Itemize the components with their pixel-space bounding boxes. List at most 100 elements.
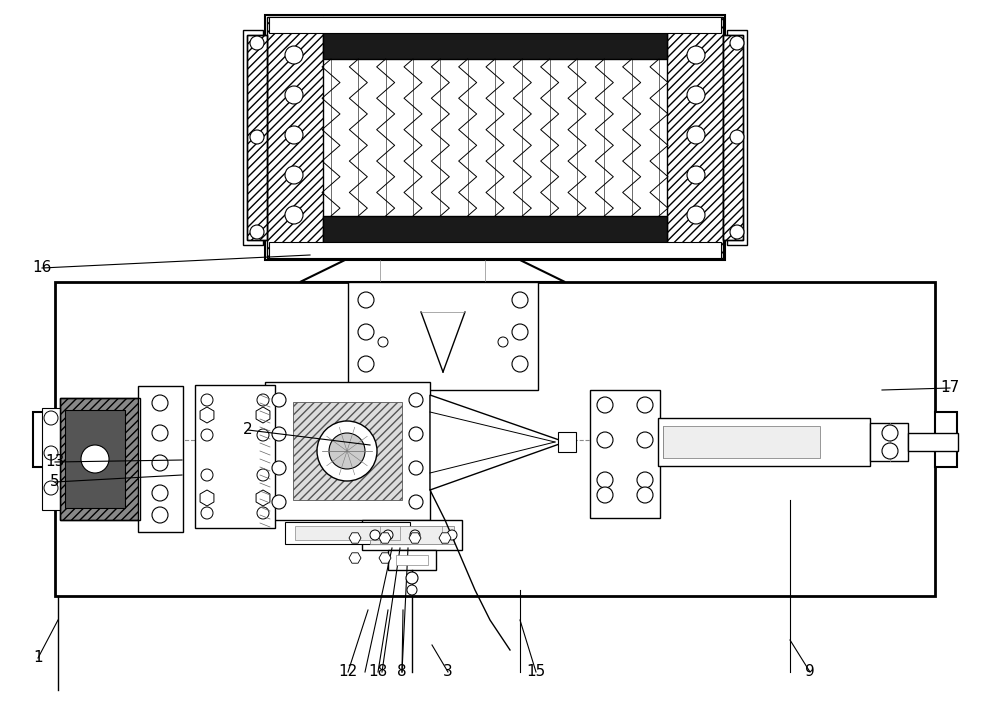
Circle shape — [285, 126, 303, 144]
Circle shape — [687, 46, 705, 64]
Bar — [295, 526, 400, 540]
Circle shape — [512, 292, 528, 308]
Bar — [285, 522, 410, 544]
Bar — [362, 520, 462, 550]
Circle shape — [272, 427, 286, 441]
Circle shape — [447, 530, 457, 540]
Circle shape — [370, 530, 380, 540]
Bar — [348, 282, 538, 390]
Bar — [247, 35, 267, 240]
Circle shape — [882, 443, 898, 459]
Circle shape — [152, 507, 168, 523]
Bar — [727, 30, 747, 245]
Circle shape — [637, 472, 653, 488]
Bar — [388, 550, 436, 570]
Circle shape — [406, 572, 418, 584]
Bar — [396, 555, 428, 565]
Polygon shape — [430, 395, 565, 490]
Circle shape — [257, 469, 269, 481]
Circle shape — [378, 337, 388, 347]
Bar — [138, 386, 183, 532]
Bar — [293, 402, 402, 500]
Circle shape — [410, 530, 420, 540]
Bar — [935, 412, 957, 467]
Bar — [269, 17, 721, 33]
Circle shape — [409, 393, 423, 407]
Circle shape — [152, 485, 168, 501]
Bar — [658, 418, 870, 466]
Polygon shape — [439, 533, 451, 543]
Polygon shape — [349, 533, 361, 543]
Bar — [323, 216, 667, 258]
Bar — [243, 30, 263, 245]
Circle shape — [687, 126, 705, 144]
Polygon shape — [379, 553, 391, 563]
Bar — [667, 17, 723, 258]
Text: 12: 12 — [338, 664, 358, 679]
Circle shape — [201, 507, 213, 519]
Bar — [590, 390, 660, 518]
Polygon shape — [379, 533, 391, 543]
Text: 2: 2 — [243, 423, 253, 437]
Bar — [265, 15, 725, 260]
Circle shape — [250, 130, 264, 144]
Text: 8: 8 — [397, 664, 407, 679]
Circle shape — [358, 324, 374, 340]
Circle shape — [44, 411, 58, 425]
Bar — [60, 398, 140, 520]
Circle shape — [317, 421, 377, 481]
Circle shape — [358, 292, 374, 308]
Polygon shape — [200, 490, 214, 506]
Circle shape — [358, 356, 374, 372]
Bar — [42, 408, 60, 510]
Circle shape — [285, 86, 303, 104]
Circle shape — [383, 530, 393, 540]
Bar — [33, 412, 55, 467]
Polygon shape — [256, 407, 270, 423]
Circle shape — [285, 206, 303, 224]
Circle shape — [201, 394, 213, 406]
Text: 16: 16 — [33, 260, 52, 275]
Circle shape — [597, 397, 613, 413]
Circle shape — [409, 495, 423, 509]
Bar — [908, 433, 958, 451]
Text: 1: 1 — [33, 651, 43, 666]
Bar — [265, 382, 430, 520]
Polygon shape — [200, 407, 214, 423]
Circle shape — [201, 429, 213, 441]
Circle shape — [512, 356, 528, 372]
Circle shape — [272, 495, 286, 509]
Circle shape — [637, 487, 653, 503]
Circle shape — [409, 461, 423, 475]
Bar — [723, 35, 743, 240]
Circle shape — [81, 445, 109, 473]
Bar — [269, 242, 721, 258]
Circle shape — [498, 337, 508, 347]
Circle shape — [687, 86, 705, 104]
Polygon shape — [409, 533, 421, 543]
Text: 5: 5 — [51, 475, 60, 490]
Polygon shape — [300, 260, 565, 282]
Bar — [723, 35, 743, 240]
Bar — [60, 398, 140, 520]
Bar — [65, 410, 125, 508]
Circle shape — [597, 487, 613, 503]
Text: 13: 13 — [46, 454, 64, 470]
Circle shape — [272, 461, 286, 475]
Text: 9: 9 — [806, 664, 814, 679]
Bar — [195, 385, 275, 528]
Circle shape — [250, 225, 264, 239]
Text: 3: 3 — [443, 664, 453, 679]
Circle shape — [201, 469, 213, 481]
Polygon shape — [349, 553, 361, 563]
Circle shape — [257, 429, 269, 441]
Bar — [558, 432, 576, 452]
Circle shape — [44, 481, 58, 495]
Circle shape — [257, 507, 269, 519]
Circle shape — [882, 425, 898, 441]
Circle shape — [329, 433, 365, 469]
Polygon shape — [256, 490, 270, 506]
Circle shape — [285, 46, 303, 64]
Circle shape — [637, 397, 653, 413]
Bar — [870, 423, 908, 461]
